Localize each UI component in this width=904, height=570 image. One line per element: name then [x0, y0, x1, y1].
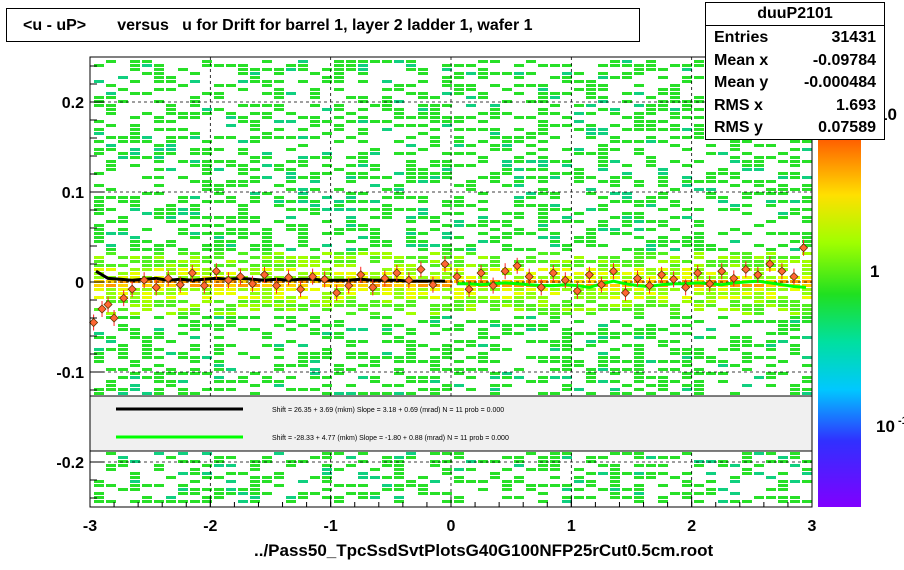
stats-row-mean-x: Mean x -0.09784 — [714, 51, 876, 69]
x-tick-label: -1 — [324, 518, 338, 535]
legend-entry-black: Shift = 26.35 + 3.69 (mkm) Slope = 3.18 … — [272, 407, 504, 414]
y-tick-label: 0.1 — [62, 185, 84, 202]
data-point — [669, 274, 679, 284]
data-point — [119, 293, 129, 303]
data-point — [464, 284, 474, 294]
data-point — [368, 282, 378, 292]
data-point — [139, 275, 149, 285]
data-point — [199, 281, 209, 291]
x-tick-label: 2 — [687, 518, 696, 535]
x-tick-label: -3 — [83, 518, 97, 535]
stats-box: duuP2101 Entries 31431 Mean x -0.09784 Mea… — [705, 2, 885, 140]
data-point — [296, 284, 306, 294]
data-point — [560, 275, 570, 285]
colorbar-label-mid: 1 — [870, 262, 879, 281]
data-point — [332, 288, 342, 298]
y-tick-label: -0.1 — [56, 365, 84, 382]
data-point — [416, 264, 426, 274]
data-point — [572, 286, 582, 296]
data-point — [235, 272, 245, 282]
data-point — [452, 272, 462, 282]
data-point — [644, 281, 655, 291]
legend-entry-green: Shift = -28.33 + 4.77 (mkm) Slope = -1.8… — [272, 435, 509, 442]
data-point — [512, 261, 522, 271]
data-point — [320, 274, 330, 284]
data-point — [175, 280, 185, 290]
colorbar-label-bottom: 10 — [876, 417, 895, 436]
data-point — [596, 280, 606, 290]
data-point — [283, 272, 294, 283]
stats-row-mean-y: Mean y -0.000484 — [714, 74, 876, 91]
y-tick-label: 0 — [75, 275, 84, 292]
data-point — [536, 282, 546, 292]
data-point — [799, 243, 809, 253]
data-point — [223, 275, 233, 285]
data-point — [163, 273, 173, 283]
data-point — [777, 266, 787, 276]
data-point — [271, 281, 282, 291]
data-point — [187, 268, 197, 278]
data-point — [356, 270, 366, 280]
data-point — [500, 266, 510, 276]
legend-box: Shift = 26.35 + 3.69 (mkm) Slope = 3.18 … — [89, 395, 813, 452]
stats-histogram-name: duuP2101 — [706, 3, 884, 26]
colorbar-label-exponent: -1 — [898, 415, 904, 427]
data-point — [380, 273, 390, 283]
x-tick-label: 0 — [447, 518, 456, 535]
y-tick-label: -0.2 — [56, 455, 84, 472]
data-point — [440, 259, 450, 269]
data-point — [476, 268, 486, 278]
data-point — [741, 264, 751, 274]
data-point — [524, 272, 534, 282]
stats-row-entries: Entries 31431 — [714, 29, 876, 46]
stats-row-rms-x: RMS x 1.693 — [714, 96, 876, 114]
data-point — [620, 288, 631, 298]
colorbar: 10 1 10 -1 — [818, 105, 904, 507]
data-point — [632, 273, 643, 283]
data-point — [97, 304, 107, 314]
data-point — [211, 266, 221, 276]
data-point — [151, 282, 161, 292]
data-point — [717, 266, 727, 276]
data-point — [584, 270, 594, 280]
data-point — [765, 259, 775, 269]
data-point — [247, 279, 258, 289]
x-tick-label: 1 — [567, 518, 576, 535]
data-point — [392, 268, 402, 278]
data-point — [259, 270, 270, 280]
data-point — [103, 299, 113, 310]
data-point — [681, 282, 691, 292]
stats-row-rms-y: RMS y 0.07589 — [714, 119, 876, 136]
data-point — [344, 281, 354, 291]
data-point — [89, 317, 99, 328]
data-point — [428, 280, 438, 290]
data-point — [657, 270, 667, 280]
x-tick-label: 3 — [808, 518, 817, 535]
file-path-label: ../Pass50_TpcSsdSvtPlotsG40G100NFP25rCut… — [254, 541, 714, 560]
data-point — [109, 313, 119, 323]
data-point — [705, 279, 715, 289]
data-point — [404, 275, 414, 285]
data-point — [693, 268, 703, 278]
profile-points — [89, 239, 809, 331]
data-point — [789, 272, 799, 282]
fit-line-green — [457, 279, 807, 289]
y-tick-label: 0.2 — [62, 95, 84, 112]
chart-title: <u - uP> versus u for Drift for barrel 1… — [6, 8, 640, 42]
data-point — [753, 270, 763, 280]
data-point — [127, 284, 137, 294]
data-point — [729, 273, 739, 283]
data-point — [308, 272, 318, 282]
data-point — [488, 281, 498, 291]
colorbar-gradient — [818, 140, 861, 507]
data-point — [608, 266, 619, 276]
data-point — [548, 268, 558, 278]
axes: -3 -2 -1 0 1 2 3 -0.2 -0.1 0 0.1 0.2 — [56, 65, 817, 535]
x-tick-label: -2 — [203, 518, 217, 535]
